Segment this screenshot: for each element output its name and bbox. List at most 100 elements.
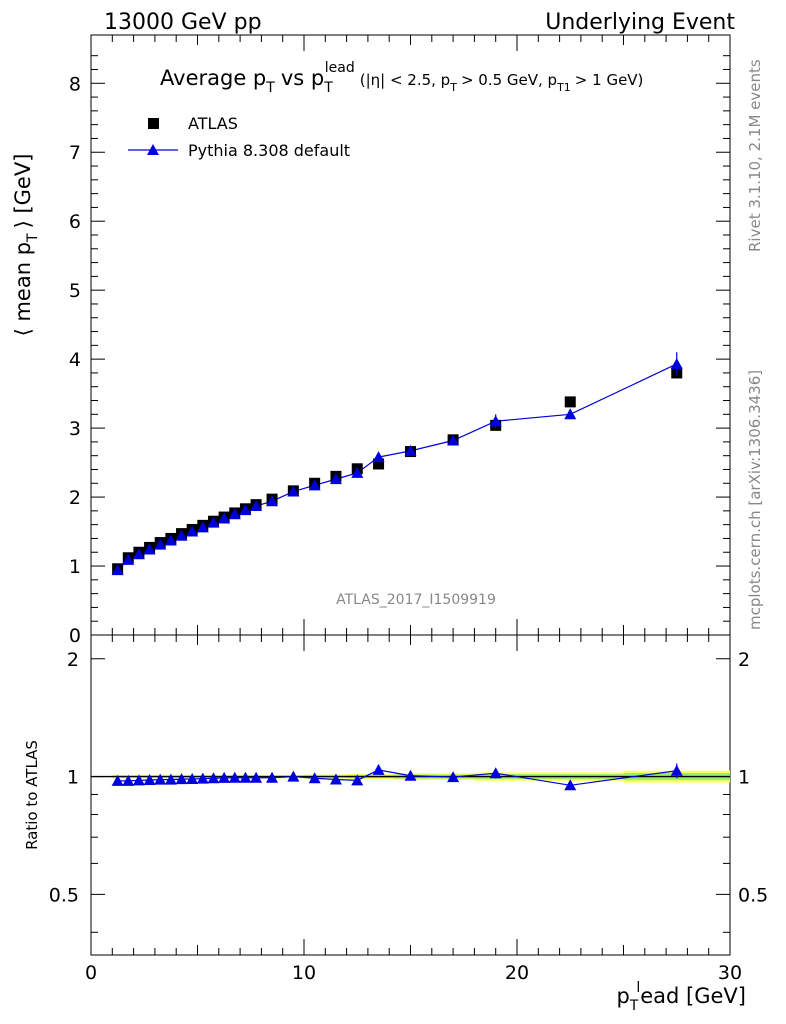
ratio-y-tick-label-right: 2 <box>738 649 750 671</box>
main-y-tick-label: 0 <box>69 625 81 647</box>
atlas-point <box>373 458 385 470</box>
ratio-point <box>250 771 263 783</box>
pythia-point <box>186 525 199 537</box>
pythia-point <box>196 521 209 533</box>
pythia-point <box>239 504 252 516</box>
title-cuts-t1: T1 <box>556 81 571 94</box>
ratio-axes: 0 10 20 30 0.5 0.5 1 1 2 2 <box>49 635 768 984</box>
legend-marker-atlas <box>148 118 159 129</box>
mcplots-label: mcplots.cern.ch [arXiv:1306.3436] <box>746 370 764 630</box>
ratio-point <box>239 771 252 783</box>
title-cuts-end: > 1 GeV) <box>575 71 644 89</box>
pythia-point <box>250 500 263 512</box>
analysis-watermark: ATLAS_2017_I1509919 <box>336 592 496 608</box>
title-sub-t2: T <box>323 80 333 96</box>
pythia-point <box>670 357 683 369</box>
main-y-tick-label: 2 <box>69 487 81 509</box>
pythia-point <box>287 485 300 497</box>
title-vs: vs p <box>281 66 324 90</box>
pythia-point <box>143 543 156 555</box>
main-y-tick-label: 5 <box>69 280 81 302</box>
ratio-point <box>186 772 199 784</box>
ratio-panel: 0 10 20 30 0.5 0.5 1 1 2 2 Ratio to ATLAS pTlead … <box>23 634 768 1014</box>
legend-label-pythia: Pythia 8.308 default <box>188 141 350 160</box>
pythia-point <box>207 516 220 528</box>
ratio-y-tick-label: 0.5 <box>49 884 79 906</box>
ratio-point <box>207 772 220 784</box>
legend-marker-pythia <box>147 144 159 155</box>
pythia-point <box>329 473 342 485</box>
pythia-point <box>404 444 417 456</box>
x-tick-label: 20 <box>505 962 529 984</box>
pythia-point <box>111 564 124 576</box>
main-axes: 1 2 3 4 5 6 7 8 0 <box>69 35 731 647</box>
ratio-y-tick-label-right: 1 <box>738 767 750 789</box>
pythia-point <box>218 512 231 524</box>
ratio-point <box>447 771 460 783</box>
ratio-point <box>122 774 135 786</box>
pythia-point <box>164 534 177 546</box>
pythia-point <box>372 451 385 463</box>
ratio-point <box>266 771 279 783</box>
title-cuts: (|η| < 2.5, p <box>360 71 450 89</box>
pythia-point <box>447 434 460 446</box>
pythia-point <box>154 538 167 550</box>
ratio-point <box>564 779 577 791</box>
y-axis-label-ratio: Ratio to ATLAS <box>23 740 41 850</box>
header-right: Underlying Event <box>545 10 735 35</box>
ratio-point <box>111 774 124 786</box>
pythia-point <box>308 479 321 491</box>
ratio-point <box>351 774 364 786</box>
main-y-tick-label: 3 <box>69 418 81 440</box>
ratio-y-tick-label-right: 0.5 <box>738 884 768 906</box>
ratio-point <box>175 773 188 785</box>
ratio-series-layer <box>111 763 683 791</box>
ratio-point <box>489 767 502 779</box>
ratio-point <box>308 772 321 784</box>
pythia-line <box>117 363 678 571</box>
pythia-point <box>122 553 135 565</box>
x-tick-label: 10 <box>292 962 316 984</box>
ratio-point <box>228 771 241 783</box>
main-frame <box>90 34 731 636</box>
main-series-layer <box>111 352 683 576</box>
ratio-point <box>143 773 156 785</box>
ratio-point <box>670 764 683 776</box>
main-y-tick-label: 8 <box>69 73 81 95</box>
ratio-point <box>372 763 385 775</box>
ratio-point <box>287 770 300 782</box>
ratio-point <box>132 774 145 786</box>
ratio-point <box>218 771 231 783</box>
title-sub-t: T <box>265 80 275 96</box>
ratio-point <box>196 772 209 784</box>
chart-title: Average pT vs pTlead(|η| < 2.5, pT > 0.5 G… <box>160 60 643 96</box>
pythia-point <box>266 495 279 507</box>
x-axis-label: pTlead [GeV] <box>616 980 746 1014</box>
main-y-tick-label: 7 <box>69 142 81 164</box>
ratio-point <box>329 773 342 785</box>
title-cuts-mid: > 0.5 GeV, p <box>461 71 557 89</box>
pythia-point <box>564 408 577 420</box>
title-sup-lead: lead <box>325 60 355 76</box>
legend-label-atlas: ATLAS <box>188 114 238 133</box>
pythia-point <box>175 529 188 541</box>
main-y-tick-label: 6 <box>69 211 81 233</box>
ratio-y-tick-label: 1 <box>67 767 79 789</box>
title-main: Average p <box>160 66 266 90</box>
atlas-point <box>564 396 576 408</box>
rivet-label: Rivet 3.1.10, 2.1M events <box>746 59 764 252</box>
pythia-point <box>132 548 145 560</box>
x-tick-label: 0 <box>85 962 97 984</box>
y-axis-label-main: ⟨ mean pT⟩ [GeV] <box>11 154 41 337</box>
main-y-tick-label: 4 <box>69 349 81 371</box>
main-y-tick-label: 1 <box>69 556 81 578</box>
pythia-point <box>351 466 364 478</box>
ratio-y-tick-label: 2 <box>67 649 79 671</box>
ratio-frame <box>90 634 731 956</box>
ratio-point <box>404 769 417 781</box>
pythia-point <box>489 415 502 427</box>
x-tick-label: 30 <box>718 962 742 984</box>
ratio-point <box>164 773 177 785</box>
ratio-point <box>154 773 167 785</box>
